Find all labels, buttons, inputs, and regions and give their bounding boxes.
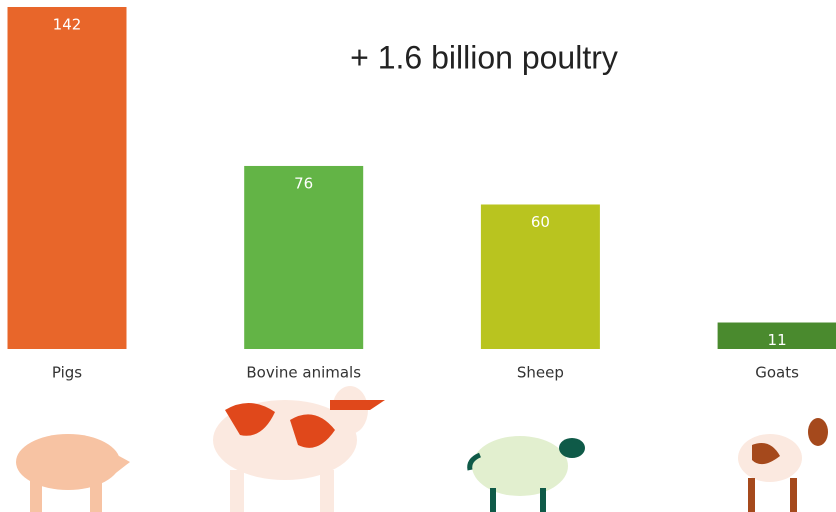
category-label: Pigs [52,364,82,382]
bar [244,166,363,349]
pig-icon [16,434,130,512]
chart: + 1.6 billion poultry 142 Pigs 76 Bovine an… [0,0,836,512]
goat-icon [738,418,828,512]
bar [8,7,127,349]
category-label: Sheep [517,364,564,382]
value-label: 142 [53,16,82,34]
sheep-icon [470,436,585,512]
value-label: 60 [531,213,550,231]
category-label: Goats [755,364,799,382]
category-label: Bovine animals [246,364,361,382]
value-label: 11 [768,331,787,349]
cow-icon [213,386,385,512]
annotation: + 1.6 billion poultry [350,39,618,75]
value-label: 76 [294,174,313,192]
